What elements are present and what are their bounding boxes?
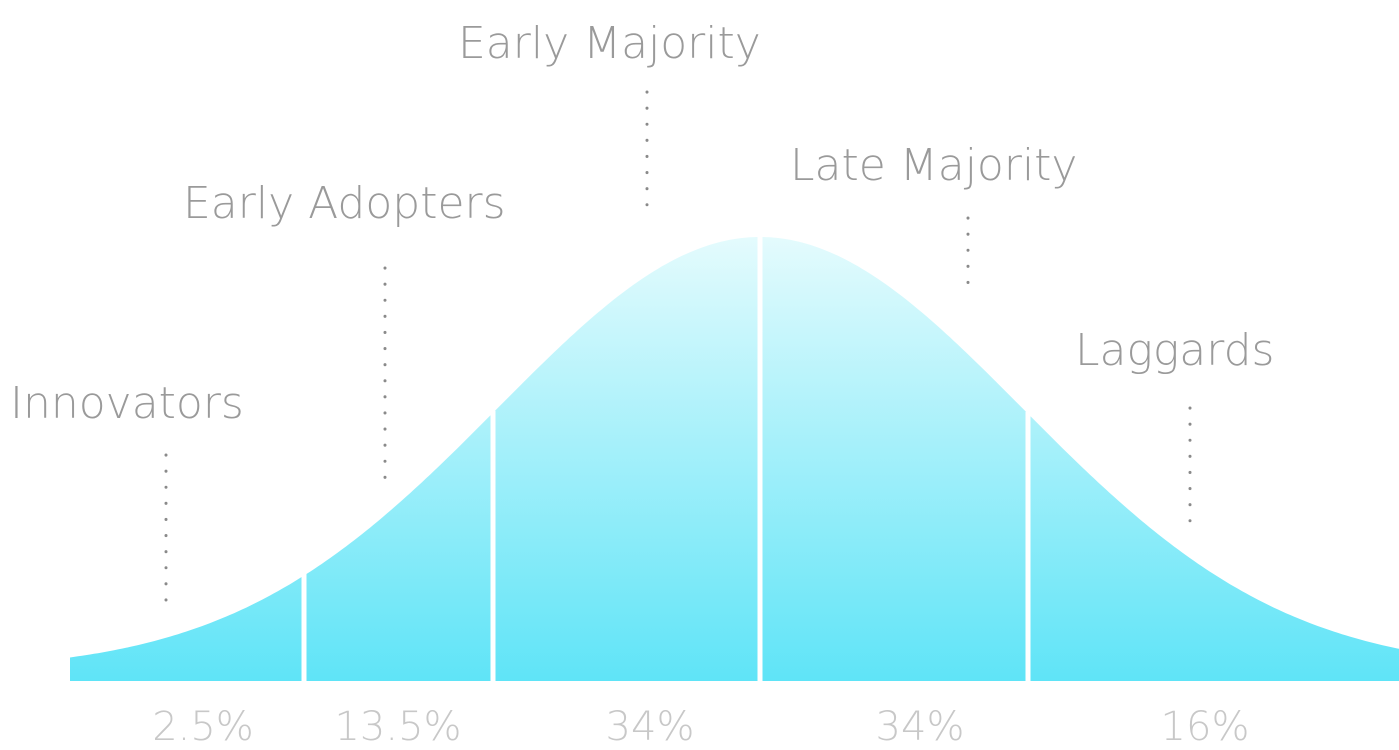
label-laggards: Laggards	[1075, 325, 1274, 376]
label-innovators: Innovators	[10, 378, 244, 429]
bell-curve-area	[70, 237, 1399, 681]
segment-dividers	[301, 235, 1031, 683]
percent-innovators: 2.5%	[152, 704, 254, 750]
percent-early-adopters: 13.5%	[334, 704, 461, 750]
label-early-majority: Early Majority	[458, 18, 761, 69]
label-late-majority: Late Majority	[790, 140, 1077, 191]
percent-laggards: 16%	[1161, 704, 1250, 750]
percent-labels: 2.5% 13.5% 34% 34% 16%	[152, 704, 1249, 750]
label-early-adopters: Early Adopters	[183, 178, 506, 229]
percent-late-majority: 34%	[876, 704, 965, 750]
segment-labels: Innovators Early Adopters Early Majority…	[10, 18, 1274, 429]
percent-early-majority: 34%	[606, 704, 695, 750]
leader-lines	[164, 90, 1192, 617]
